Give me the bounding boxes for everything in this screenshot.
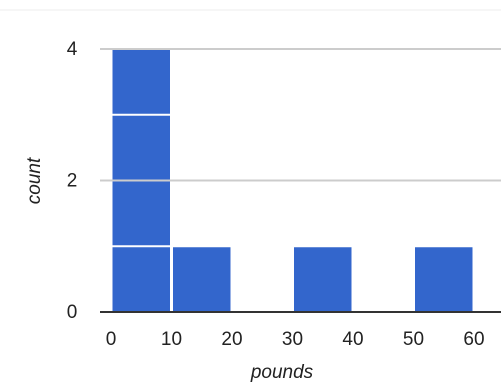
bar-10-20-block-1 — [173, 247, 231, 311]
y-axis-ticks: 0 2 4 — [67, 39, 78, 323]
bar-0-10-block-1 — [112, 247, 170, 311]
x-tick-0: 0 — [106, 329, 117, 350]
x-axis-title: pounds — [250, 362, 314, 383]
x-tick-50: 50 — [403, 329, 424, 350]
x-tick-10: 10 — [161, 329, 182, 350]
y-tick-4: 4 — [67, 39, 78, 60]
bars — [112, 50, 473, 311]
y-tick-2: 2 — [67, 171, 78, 192]
x-tick-20: 20 — [221, 329, 242, 350]
x-tick-40: 40 — [342, 329, 363, 350]
bar-50-60-block-1 — [415, 247, 473, 311]
bar-0-10-block-4 — [112, 50, 170, 114]
x-tick-60: 60 — [463, 329, 484, 350]
bar-0-10-block-2 — [112, 181, 170, 246]
x-tick-30: 30 — [282, 329, 303, 350]
y-axis-title: count — [24, 157, 45, 204]
bar-30-40-block-1 — [294, 247, 352, 311]
y-tick-0: 0 — [67, 302, 78, 323]
x-axis-ticks: 0 10 20 30 40 50 60 — [106, 329, 485, 350]
bar-0-10-block-3 — [112, 115, 170, 180]
